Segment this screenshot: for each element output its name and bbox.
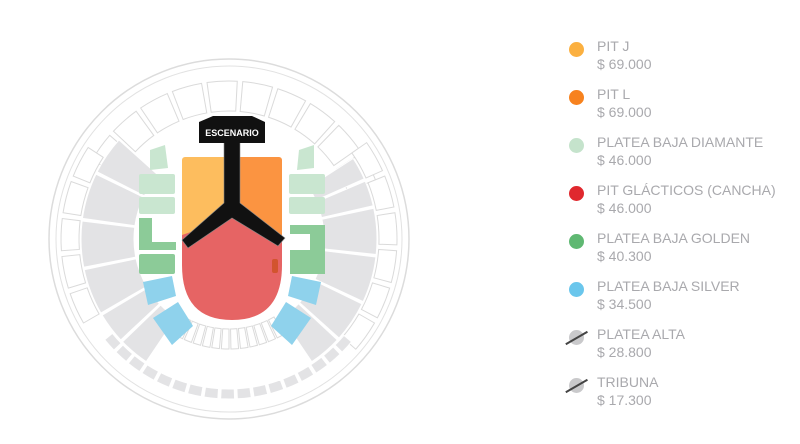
seat-section[interactable] bbox=[267, 379, 285, 395]
seat-section[interactable] bbox=[245, 325, 259, 348]
stage: ESCENARIO bbox=[181, 116, 286, 249]
pit-marker bbox=[272, 259, 278, 273]
seat-section[interactable] bbox=[183, 320, 199, 344]
stage-box bbox=[199, 116, 265, 143]
outer-ring bbox=[48, 58, 410, 420]
unavailable-dot-icon bbox=[569, 378, 584, 393]
seat-section[interactable] bbox=[321, 207, 378, 256]
seat-section[interactable] bbox=[322, 346, 341, 365]
seat-section[interactable] bbox=[220, 328, 230, 350]
seat-section[interactable] bbox=[103, 332, 122, 351]
legend-item[interactable]: PIT GLÁCTICOS (CANCHA) $ 46.000 bbox=[566, 182, 776, 230]
legend-item[interactable]: PLATEA BAJA SILVER $ 34.500 bbox=[566, 278, 776, 326]
seat-section[interactable] bbox=[141, 364, 160, 381]
seat-section[interactable] bbox=[139, 92, 180, 134]
legend-item-name: PIT J bbox=[597, 38, 630, 54]
legend-item-name: PIT GLÁCTICOS (CANCHA) bbox=[597, 182, 776, 198]
stage-runway bbox=[181, 141, 286, 249]
color-dot-icon bbox=[569, 138, 584, 153]
inner-ring bbox=[55, 65, 403, 413]
seat-section[interactable] bbox=[334, 334, 353, 353]
seat-section[interactable] bbox=[206, 80, 238, 113]
legend-item-price: $ 46.000 bbox=[597, 200, 652, 216]
color-dot-icon bbox=[569, 282, 584, 297]
seat-section[interactable] bbox=[192, 323, 207, 346]
unavailable-dot-icon bbox=[569, 330, 584, 345]
seat-section[interactable] bbox=[360, 282, 391, 319]
legend-item-name: PLATEA BAJA DIAMANTE bbox=[597, 134, 764, 150]
seat-section[interactable] bbox=[260, 319, 277, 343]
legend-item[interactable]: PLATEA BAJA DIAMANTE $ 46.000 bbox=[566, 134, 776, 182]
platea-baja-silver[interactable] bbox=[143, 276, 321, 345]
seat-section[interactable] bbox=[351, 141, 384, 179]
seat-section[interactable] bbox=[282, 373, 300, 390]
seat-section[interactable] bbox=[236, 386, 252, 400]
seat-section[interactable] bbox=[80, 220, 137, 268]
seat-section[interactable] bbox=[201, 325, 214, 348]
seat-section[interactable] bbox=[376, 212, 398, 246]
seat-section[interactable] bbox=[211, 327, 222, 350]
legend-item[interactable]: PIT L $ 69.000 bbox=[566, 86, 776, 134]
legend-item[interactable]: PLATEA BAJA GOLDEN $ 40.300 bbox=[566, 230, 776, 278]
seat-section[interactable] bbox=[155, 371, 174, 388]
seat-section[interactable] bbox=[253, 322, 268, 346]
seat-section[interactable] bbox=[81, 173, 145, 227]
pit-galacticos-cancha[interactable] bbox=[182, 218, 282, 320]
legend-item-price: $ 69.000 bbox=[597, 56, 652, 72]
legend-item-name: PLATEA BAJA SILVER bbox=[597, 278, 740, 294]
platea-baja-golden[interactable] bbox=[139, 218, 325, 274]
legend-item-name: PLATEA ALTA bbox=[597, 326, 685, 342]
venue-seat-map: ESCENARIO bbox=[48, 58, 410, 420]
seat-section[interactable] bbox=[296, 365, 315, 383]
platea-baja-diamante[interactable] bbox=[139, 145, 325, 214]
seat-section[interactable] bbox=[112, 110, 155, 153]
seat-section[interactable] bbox=[239, 81, 274, 117]
seat-section[interactable] bbox=[171, 82, 208, 121]
legend-item[interactable]: PLATEA ALTA $ 28.800 bbox=[566, 326, 776, 374]
legend-item-name: PIT L bbox=[597, 86, 631, 102]
seat-section[interactable] bbox=[373, 248, 398, 284]
legend-item-price: $ 69.000 bbox=[597, 104, 652, 120]
color-dot-icon bbox=[569, 234, 584, 249]
legend-item-price: $ 28.800 bbox=[597, 344, 652, 360]
legend-item-price: $ 46.000 bbox=[597, 152, 652, 168]
seat-section[interactable] bbox=[62, 180, 89, 217]
color-dot-icon bbox=[569, 90, 584, 105]
legend-item-price: $ 40.300 bbox=[597, 248, 652, 264]
seat-section[interactable] bbox=[61, 254, 87, 289]
stage-label: ESCENARIO bbox=[205, 128, 259, 138]
seat-section[interactable] bbox=[220, 388, 236, 400]
seat-section[interactable] bbox=[69, 287, 100, 324]
seat-section[interactable] bbox=[294, 102, 336, 145]
seat-section[interactable] bbox=[115, 344, 134, 363]
seat-section[interactable] bbox=[186, 383, 204, 398]
legend-item[interactable]: TRIBUNA $ 17.300 bbox=[566, 374, 776, 422]
seat-section[interactable] bbox=[267, 88, 307, 128]
seat-section[interactable] bbox=[203, 386, 220, 400]
seat-section[interactable] bbox=[127, 354, 146, 373]
legend-item-name: PLATEA BAJA GOLDEN bbox=[597, 230, 751, 246]
price-legend: PIT J $ 69.000 PIT L $ 69.000 PLATEA BAJ… bbox=[566, 38, 776, 422]
seat-section[interactable] bbox=[367, 175, 395, 211]
seat-section[interactable] bbox=[317, 124, 360, 167]
legend-item[interactable]: PIT J $ 69.000 bbox=[566, 38, 776, 86]
seat-section[interactable] bbox=[237, 327, 249, 349]
seat-section[interactable] bbox=[230, 328, 240, 350]
legend-item-name: TRIBUNA bbox=[597, 374, 659, 390]
color-dot-icon bbox=[569, 42, 584, 57]
seat-section[interactable] bbox=[251, 383, 269, 398]
legend-item-price: $ 34.500 bbox=[597, 296, 652, 312]
legend-item-price: $ 17.300 bbox=[597, 392, 652, 408]
color-dot-icon bbox=[569, 186, 584, 201]
seat-section[interactable] bbox=[72, 146, 104, 184]
seat-section[interactable] bbox=[171, 378, 189, 394]
seat-section[interactable] bbox=[60, 217, 81, 252]
seat-section[interactable] bbox=[310, 356, 329, 374]
